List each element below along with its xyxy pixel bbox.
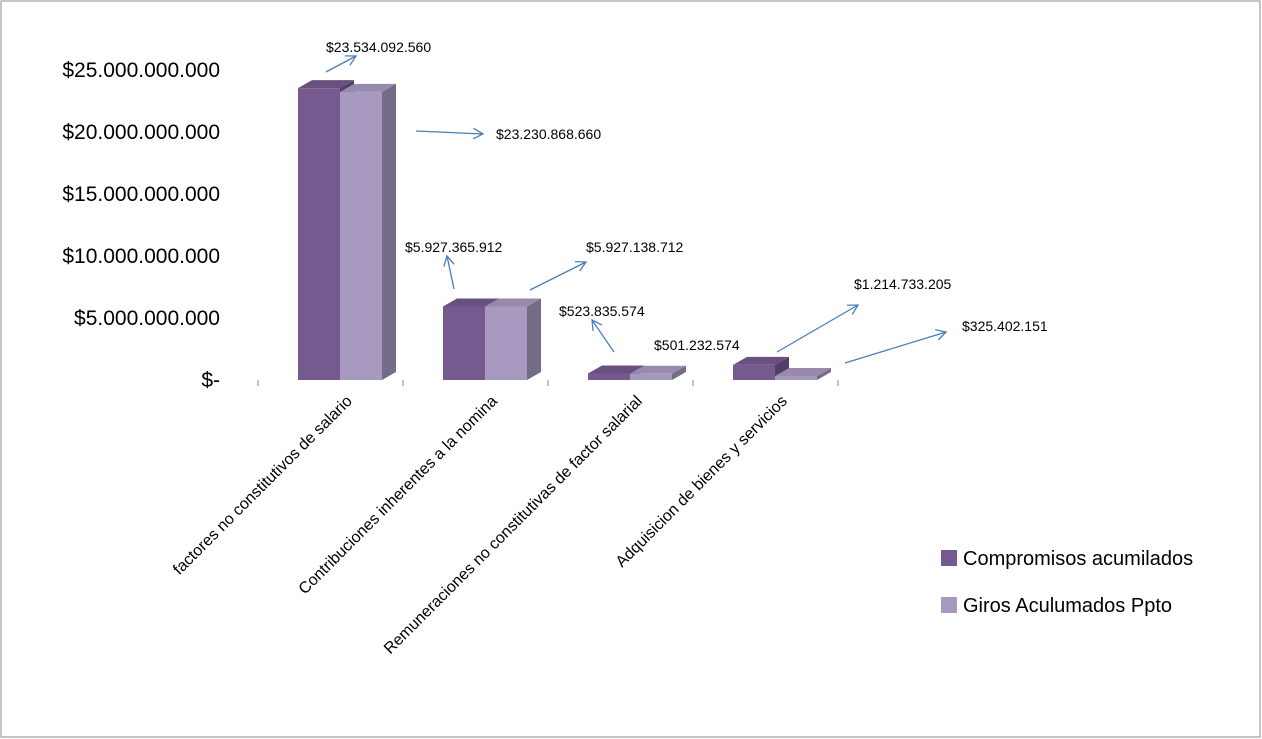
bar-side (817, 367, 831, 380)
bar (298, 88, 340, 381)
y-tick-label: $25.000.000.000 (62, 59, 220, 82)
data-label-arrowhead (443, 254, 455, 267)
legend-swatch (941, 597, 957, 613)
data-label-arrowhead (935, 329, 948, 341)
data-label: $5.927.365.912 (405, 239, 503, 255)
y-tick-label: $15.000.000.000 (62, 183, 220, 206)
bar (733, 364, 775, 380)
legend-swatch (941, 550, 957, 566)
bar-side (382, 83, 396, 380)
bar (588, 373, 630, 380)
data-label-arrow (844, 331, 947, 364)
bar-side (527, 298, 541, 380)
legend-label: Compromisos acumilados (963, 548, 1193, 570)
data-label-arrow (776, 304, 859, 353)
bar (775, 375, 817, 380)
data-label-arrow (529, 261, 587, 291)
y-tick-label: $- (201, 369, 220, 392)
bar-top (733, 356, 789, 365)
data-label: $23.230.868.660 (496, 126, 601, 142)
data-label: $325.402.151 (962, 318, 1048, 334)
data-label-arrowhead (344, 55, 358, 66)
legend-label: Giros Aculumados Ppto (963, 595, 1172, 617)
y-tick-label: $5.000.000.000 (74, 307, 220, 330)
data-label-arrow (415, 130, 484, 135)
data-label: $5.927.138.712 (586, 239, 684, 255)
data-label-arrowhead (472, 127, 485, 140)
y-tick-label: $10.000.000.000 (62, 245, 220, 268)
bar (630, 373, 672, 380)
bar (485, 306, 527, 380)
bar-top (485, 298, 541, 307)
bar-top (630, 365, 686, 374)
data-label-arrow (325, 55, 357, 73)
data-label-arrowhead (591, 318, 603, 332)
bar-top (588, 365, 644, 374)
bars-layer (298, 80, 831, 381)
bar (340, 91, 382, 380)
data-label: $523.835.574 (559, 303, 645, 319)
bar (443, 306, 485, 380)
data-label-arrowhead (846, 304, 860, 315)
legend: Compromisos acumilados Giros Aculumados P… (941, 548, 1193, 617)
data-label: $501.232.574 (654, 337, 740, 353)
bar-top (775, 367, 831, 376)
data-label-arrowhead (574, 260, 588, 272)
data-label: $1.214.733.205 (854, 276, 952, 292)
data-label-arrow (446, 255, 455, 290)
bar-side (672, 365, 686, 380)
data-label: $23.534.092.560 (326, 39, 431, 55)
y-tick-label: $20.000.000.000 (62, 121, 220, 144)
data-label-arrow (591, 319, 615, 353)
data-labels-layer: $23.534.092.560 $23.230.868.660 $5.927.365… (325, 39, 1048, 364)
bar-top (340, 83, 396, 92)
bar-top (443, 298, 499, 307)
bar-top (298, 80, 354, 89)
